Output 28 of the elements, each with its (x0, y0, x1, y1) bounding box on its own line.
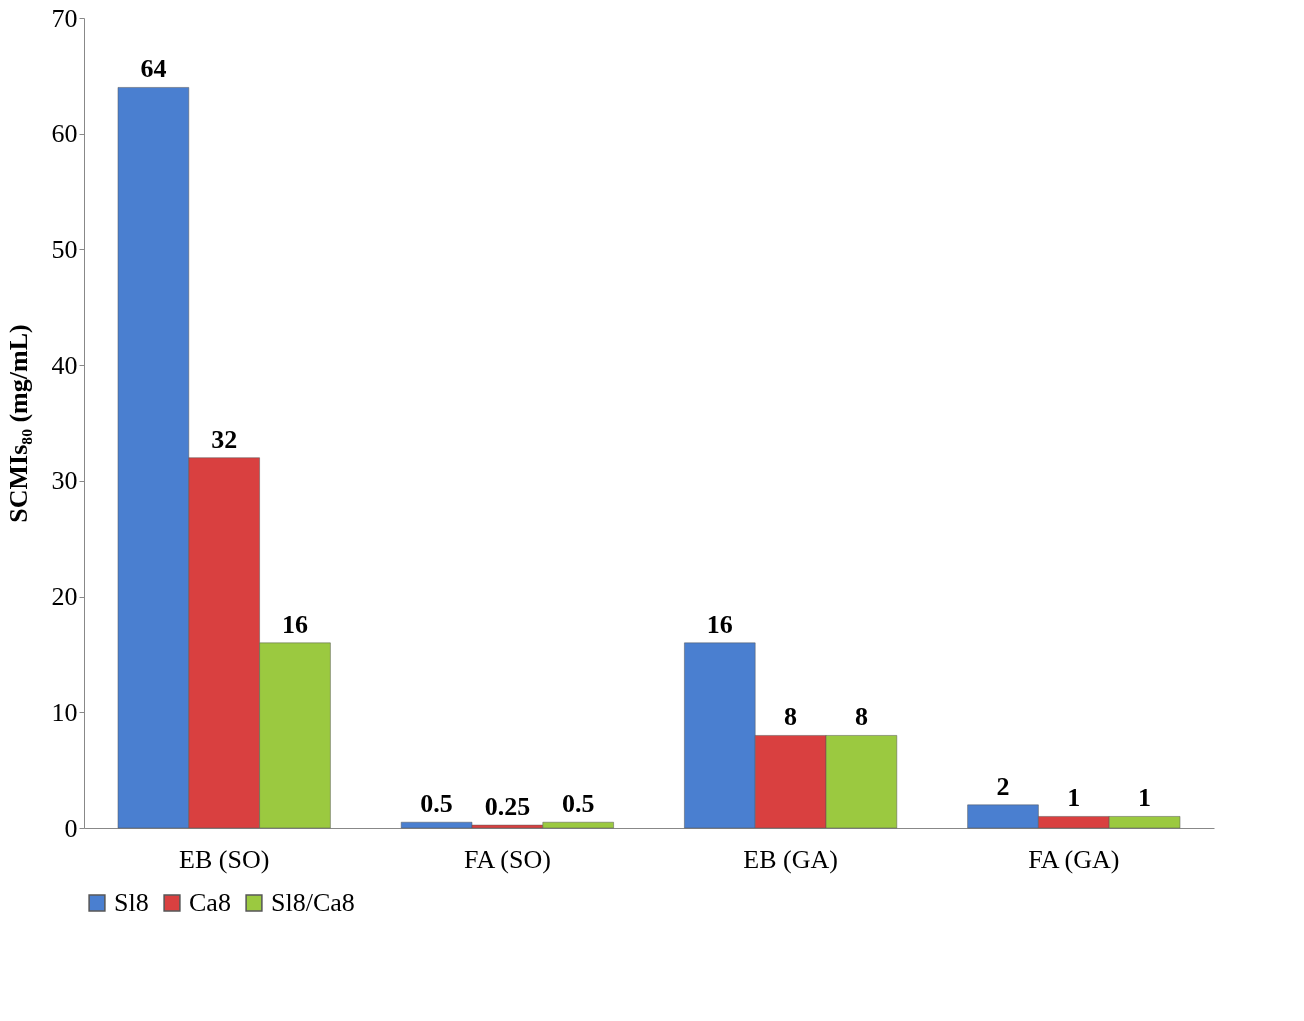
data-label: 0.5 (561, 789, 595, 819)
y-tick-label: 10 (51, 697, 78, 727)
data-label: 0.25 (484, 792, 531, 822)
data-label: 8 (784, 702, 798, 732)
x-tick-label: FA (GA) (1028, 844, 1120, 874)
x-tick-label: EB (GA) (743, 844, 838, 874)
data-label: 1 (1138, 783, 1152, 813)
legend-label: Sl8/Ca8 (271, 888, 355, 917)
data-label: 32 (211, 424, 238, 454)
data-label: 16 (706, 609, 733, 639)
x-tick-label: FA (SO) (463, 844, 551, 874)
y-tick-label: 60 (51, 119, 78, 149)
y-tick-label: 40 (51, 350, 78, 380)
data-label: 1 (1067, 783, 1081, 813)
data-label: 64 (140, 54, 167, 84)
legend-label: Ca8 (189, 888, 231, 917)
y-tick-label: 30 (51, 466, 78, 496)
data-label: 8 (854, 702, 868, 732)
y-tick-label: 20 (51, 582, 78, 612)
y-tick-label: 50 (51, 234, 78, 264)
data-label: 16 (281, 609, 308, 639)
legend-label: Sl8 (114, 888, 149, 917)
y-tick-label: 0 (64, 813, 78, 843)
data-label: 2 (996, 771, 1010, 801)
x-tick-label: EB (SO) (179, 844, 270, 874)
y-axis-title: SCMIs₈₀ (mg/mL) (3, 324, 33, 523)
y-tick-label: 70 (51, 3, 78, 33)
data-label: 0.5 (420, 789, 453, 819)
